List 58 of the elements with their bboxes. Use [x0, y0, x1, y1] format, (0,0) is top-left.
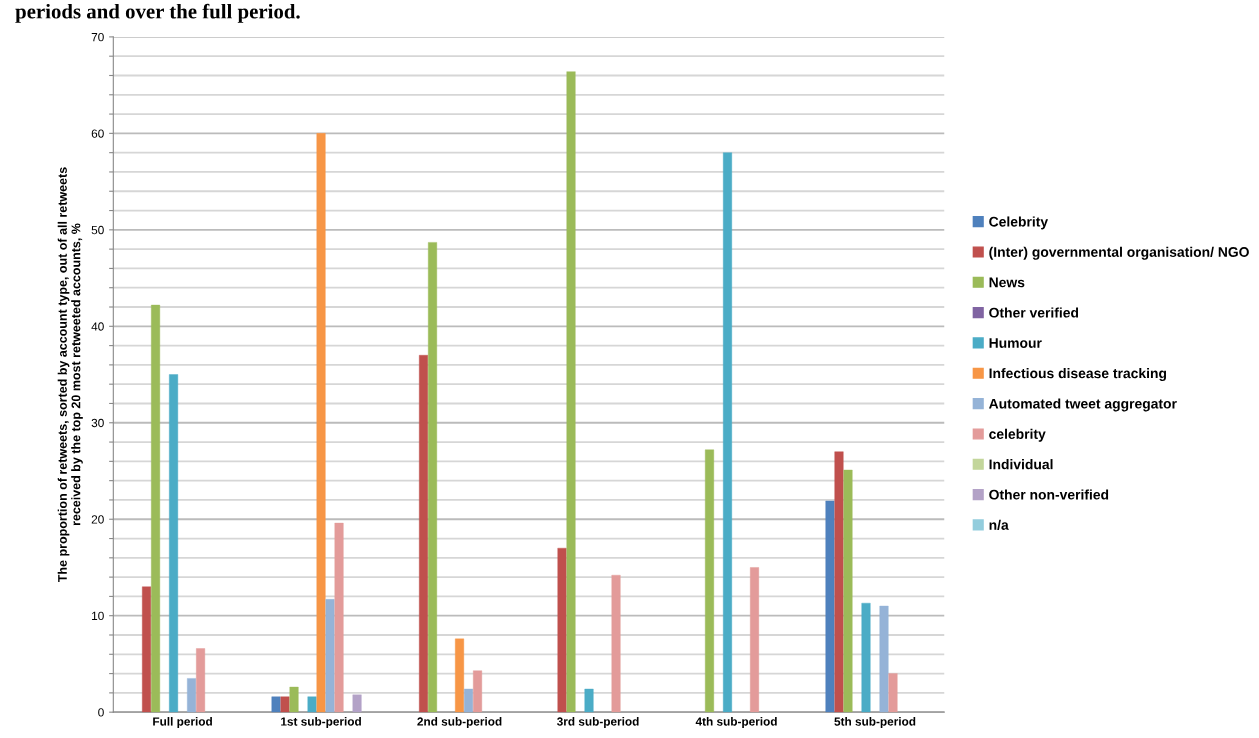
- bar: [151, 304, 161, 713]
- x-tick-label: 2nd sub-period: [417, 717, 502, 729]
- x-tick-label: 5th sub-period: [834, 717, 916, 729]
- legend-label: Individual: [989, 459, 1053, 470]
- bar: [861, 602, 871, 713]
- x-tick-label: 3rd sub-period: [556, 717, 639, 729]
- bar: [888, 673, 898, 713]
- bar: [352, 694, 362, 713]
- bar: [455, 638, 465, 713]
- bar: [196, 648, 206, 713]
- bar: [334, 522, 344, 713]
- legend-label: Infectious disease tracking: [989, 368, 1167, 382]
- y-axis-title: The proportion of retweets, sorted by account type, out of all retweets received by the top 20 most retweeted accounts, %: [57, 167, 83, 583]
- legend-label: celebrity: [989, 428, 1046, 442]
- bar: [325, 599, 335, 713]
- legend-label: Celebrity: [989, 216, 1049, 230]
- bar: [464, 688, 474, 713]
- bar: [280, 696, 290, 713]
- bar: [419, 355, 429, 713]
- y-tick-label: 60: [91, 129, 104, 138]
- bar: [705, 449, 714, 713]
- bar: [611, 574, 621, 713]
- y-tick-label: 10: [92, 611, 104, 621]
- chart-title: periods and over the full period.: [15, 3, 300, 23]
- y-tick-label: 70: [91, 32, 104, 42]
- bar: [566, 71, 576, 713]
- legend-label: Automated tweet aggregator: [988, 398, 1177, 412]
- bar: [584, 688, 594, 713]
- bar: [557, 547, 567, 713]
- bar: [723, 152, 732, 713]
- y-tick-label: 50: [91, 225, 104, 235]
- x-tick-label: 4th sub-period: [695, 717, 777, 729]
- x-tick-label: Full period: [153, 717, 212, 729]
- bar: [289, 686, 299, 713]
- bar: [473, 670, 483, 713]
- bar: [142, 586, 152, 713]
- bar: [843, 469, 853, 713]
- legend-label: Other non-verified: [989, 489, 1109, 500]
- y-tick-label: 0: [98, 708, 104, 717]
- legend-label: Other verified: [989, 307, 1079, 318]
- legend-label: (Inter) governmental organisation/ NGO: [989, 246, 1249, 260]
- legend-label: n/a: [989, 519, 1009, 531]
- legend-label: Humour: [989, 338, 1042, 348]
- bar: [307, 696, 317, 713]
- bar: [825, 500, 835, 713]
- y-tick-label: 30: [91, 418, 104, 428]
- legend-label: News: [989, 277, 1025, 288]
- bar: [750, 567, 759, 713]
- y-tick-label: 20: [91, 515, 104, 524]
- bar: [187, 678, 197, 713]
- y-tick-label: 40: [91, 322, 104, 331]
- bar: [316, 133, 326, 713]
- bar: [834, 451, 844, 713]
- bar: [169, 374, 179, 713]
- x-tick-label: 1st sub-period: [281, 717, 361, 729]
- bar: [271, 696, 281, 713]
- bar: [428, 242, 438, 713]
- bar: [879, 605, 889, 713]
